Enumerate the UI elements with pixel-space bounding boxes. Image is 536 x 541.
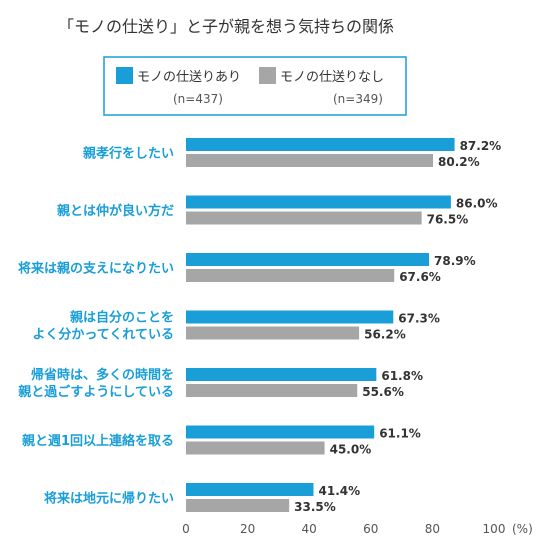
bar-series2 xyxy=(186,499,290,512)
bar-series1 xyxy=(186,425,375,439)
bar-series2 xyxy=(186,154,434,167)
category-label: 親は自分のことを xyxy=(70,310,174,326)
bar-series1 xyxy=(186,253,430,266)
x-tick-label: 60 xyxy=(363,522,378,536)
category-label: 将来は地元に帰りたい xyxy=(44,491,174,507)
data-label: 41.4% xyxy=(319,484,361,498)
legend-swatch-series1 xyxy=(116,67,133,84)
category-label: よく分かってくれている xyxy=(32,327,174,343)
category-label: 帰省時は、多くの時間を xyxy=(31,367,174,383)
data-label: 56.2% xyxy=(364,328,406,342)
bar-series1 xyxy=(186,368,377,381)
data-label: 76.5% xyxy=(427,213,469,227)
data-label: 55.6% xyxy=(362,385,404,399)
bar-series2 xyxy=(186,326,360,340)
x-axis-unit: (%) xyxy=(512,522,533,536)
bars-layer: 87.2% 80.2% 86.0% 76.5% 78.9% 67.6% 67.3% 56.2%… xyxy=(186,138,501,514)
chart-title: 「モノの仕送り」と子が親を想う気持ちの関係 xyxy=(58,17,394,36)
x-tick-label: 20 xyxy=(240,522,255,536)
category-label: 親と週1回以上連絡を取る xyxy=(22,433,174,449)
category-label: 親と過ごすようにしている xyxy=(18,384,174,400)
x-tick-label: 40 xyxy=(302,522,317,536)
bar-series1 xyxy=(186,195,451,209)
data-label: 87.2% xyxy=(460,139,502,153)
data-label: 86.0% xyxy=(456,197,498,211)
data-label: 61.8% xyxy=(381,369,423,383)
legend-label-series2: モノの仕送りなし xyxy=(280,70,384,85)
bar-series2 xyxy=(186,441,325,455)
data-label: 61.1% xyxy=(379,427,421,441)
x-tick-label: 80 xyxy=(425,522,440,536)
x-tick-label: 0 xyxy=(182,522,190,536)
bar-series2 xyxy=(186,211,422,225)
legend: モノの仕送りあり (n=437) モノの仕送りなし (n=349) xyxy=(103,56,407,116)
data-label: 67.6% xyxy=(399,270,441,284)
legend-label-series1: モノの仕送りあり xyxy=(137,70,241,85)
category-label: 親とは仲が良い方だ xyxy=(57,203,174,219)
bar-series1 xyxy=(186,310,394,324)
category-label: 親孝行をしたい xyxy=(83,146,174,162)
data-label: 33.5% xyxy=(294,500,336,514)
legend-n-series1: (n=437) xyxy=(173,92,223,106)
bar-series2 xyxy=(186,269,395,282)
data-label: 67.3% xyxy=(398,312,440,326)
legend-swatch-series2 xyxy=(259,67,276,84)
legend-n-series2: (n=349) xyxy=(333,92,383,106)
data-label: 78.9% xyxy=(434,254,476,268)
legend-box xyxy=(103,56,407,116)
data-label: 80.2% xyxy=(438,155,480,169)
x-axis-ticks: 0 20 40 60 80 100 xyxy=(182,522,505,536)
bar-series1 xyxy=(186,138,455,151)
data-label: 45.0% xyxy=(330,443,372,457)
bar-series2 xyxy=(186,384,358,397)
x-tick-label: 100 xyxy=(483,522,506,536)
bar-series1 xyxy=(186,483,314,496)
category-labels: 親孝行をしたい親とは仲が良い方だ将来は親の支えになりたい親は自分のことをよく分か… xyxy=(18,146,174,507)
category-label: 将来は親の支えになりたい xyxy=(18,261,174,277)
